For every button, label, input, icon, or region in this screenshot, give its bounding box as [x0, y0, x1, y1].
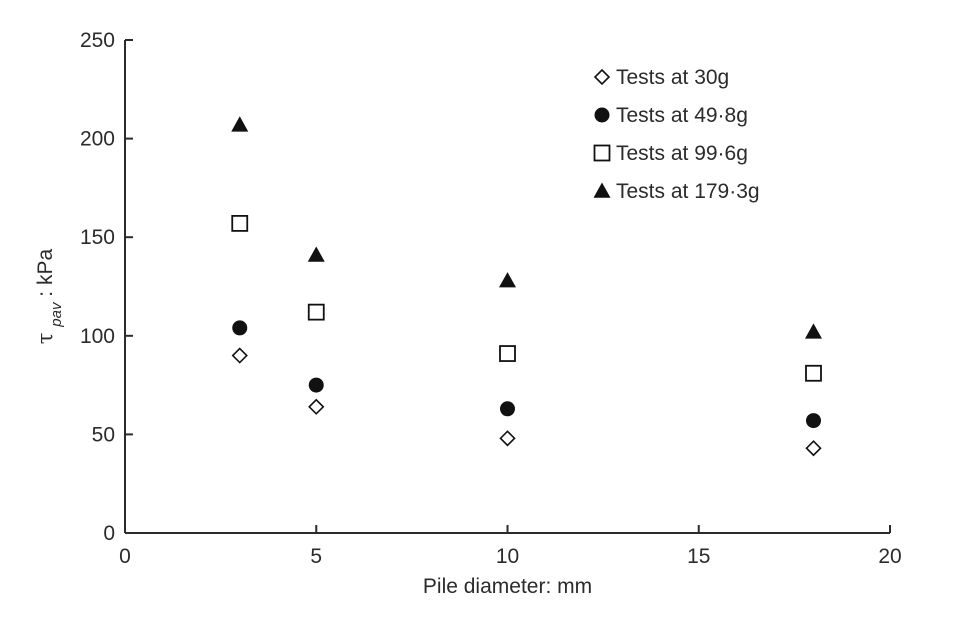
y-tick-label: 50: [92, 423, 115, 446]
legend-label: Tests at 49·8g: [616, 104, 748, 127]
y-tick-label: 250: [80, 29, 115, 52]
data-point: [307, 246, 325, 262]
legend-label: Tests at 179·3g: [616, 180, 760, 203]
data-point: [231, 116, 249, 132]
series-3: [231, 214, 822, 382]
series-1: [231, 347, 822, 457]
series-2: [232, 320, 821, 429]
data-point: [500, 401, 515, 417]
data-point: [308, 377, 324, 393]
data-point: [232, 320, 248, 336]
data-points: [231, 116, 822, 457]
data-point: [805, 364, 822, 382]
series-4: [231, 116, 822, 339]
y-tick-label: 100: [80, 325, 115, 348]
y-axis-title: τ pav : kPa: [33, 249, 65, 345]
legend-marker: [593, 68, 611, 86]
legend-marker: [594, 107, 610, 123]
x-axis-title: Pile diameter: mm: [423, 575, 592, 598]
x-axis-ticks: 0 5 10 15 20: [119, 525, 902, 568]
data-point: [499, 272, 516, 288]
data-point: [231, 347, 248, 364]
legend-label: Tests at 99·6g: [616, 142, 748, 165]
y-axis-title-subscript: pav: [48, 301, 65, 328]
data-point: [499, 345, 516, 362]
y-tick-label: 0: [103, 522, 115, 545]
x-tick-label: 5: [310, 545, 322, 568]
legend-item: Tests at 30g: [593, 66, 729, 89]
legend: Tests at 30g Tests at 49·8g Tests at 99·6g…: [593, 66, 760, 203]
data-point: [805, 440, 822, 457]
data-point: [307, 303, 325, 321]
data-point: [499, 430, 516, 447]
data-point: [806, 413, 821, 429]
data-point: [805, 323, 822, 339]
x-tick-label: 20: [878, 545, 901, 568]
legend-item: Tests at 179·3g: [593, 180, 760, 203]
y-axis-title-suffix: : kPa: [34, 249, 57, 297]
legend-marker: [593, 182, 611, 198]
x-tick-label: 0: [119, 545, 131, 568]
y-tick-label: 200: [80, 128, 115, 151]
y-axis-title-symbol: τ: [33, 333, 57, 345]
data-point: [308, 398, 325, 415]
legend-label: Tests at 30g: [616, 66, 729, 89]
legend-marker: [593, 144, 611, 162]
y-axis-ticks: 0 50 100 150 200 250: [80, 29, 133, 545]
x-tick-label: 15: [687, 545, 710, 568]
legend-item: Tests at 49·8g: [594, 104, 748, 127]
y-tick-label: 150: [80, 226, 115, 249]
x-tick-label: 10: [496, 545, 519, 568]
legend-item: Tests at 99·6g: [593, 142, 748, 165]
data-point: [231, 214, 249, 232]
